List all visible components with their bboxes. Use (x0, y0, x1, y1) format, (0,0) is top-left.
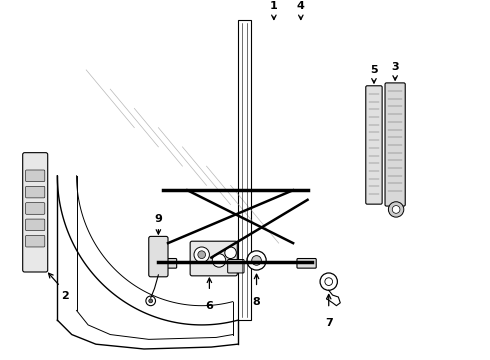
Text: 9: 9 (154, 214, 162, 224)
Circle shape (247, 251, 266, 270)
Circle shape (389, 202, 404, 217)
Text: 5: 5 (370, 65, 378, 75)
Text: 2: 2 (61, 291, 69, 301)
Circle shape (320, 273, 338, 290)
Text: 6: 6 (205, 301, 213, 311)
FancyBboxPatch shape (297, 258, 316, 268)
FancyBboxPatch shape (25, 203, 45, 214)
FancyBboxPatch shape (25, 219, 45, 231)
Circle shape (146, 296, 155, 306)
FancyBboxPatch shape (25, 235, 45, 247)
Circle shape (392, 206, 400, 213)
FancyBboxPatch shape (157, 258, 177, 268)
Text: 4: 4 (297, 1, 305, 11)
FancyBboxPatch shape (190, 241, 237, 276)
Bar (238, 20, 251, 320)
Text: 1: 1 (270, 1, 278, 11)
Text: 8: 8 (253, 297, 260, 307)
Circle shape (212, 254, 226, 267)
Circle shape (252, 256, 261, 265)
Circle shape (194, 247, 209, 262)
Circle shape (225, 247, 236, 258)
FancyBboxPatch shape (25, 186, 45, 198)
Text: 7: 7 (325, 318, 333, 328)
FancyBboxPatch shape (149, 237, 168, 277)
FancyBboxPatch shape (385, 83, 405, 206)
FancyBboxPatch shape (23, 153, 48, 272)
Circle shape (325, 278, 333, 285)
Circle shape (149, 299, 152, 303)
FancyBboxPatch shape (366, 86, 382, 204)
Text: 3: 3 (392, 62, 399, 72)
Circle shape (198, 251, 205, 258)
FancyBboxPatch shape (228, 260, 244, 273)
FancyBboxPatch shape (25, 170, 45, 181)
